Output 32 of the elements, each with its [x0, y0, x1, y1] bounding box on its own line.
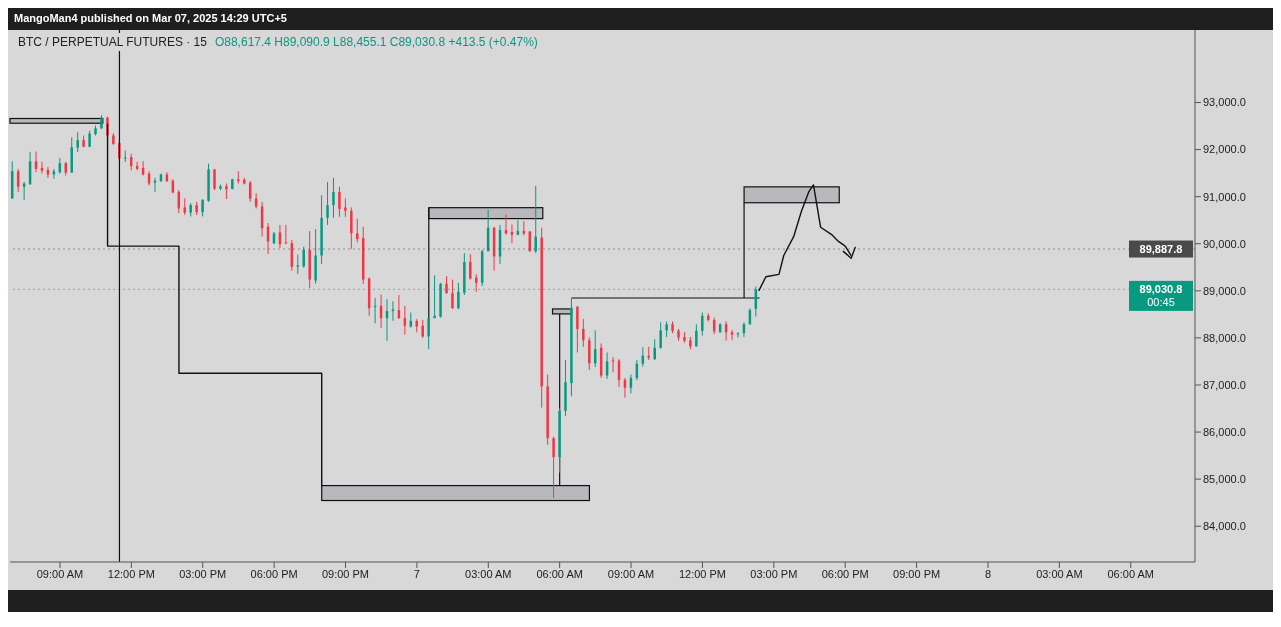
x-tick-label: 03:00 PM	[179, 567, 227, 580]
text: BTC / PERPETUAL FUTURES · 15	[18, 35, 207, 49]
x-tick-label: 12:00 PM	[678, 567, 726, 580]
y-tick-label: 86,000.0	[1203, 425, 1246, 438]
annotation: 00:45	[1147, 296, 1175, 309]
y-tick-label: 92,000.0	[1203, 143, 1246, 156]
y-tick-label: 89,000.0	[1203, 284, 1246, 297]
y-tick-label: 85,000.0	[1203, 473, 1246, 486]
x-tick-label: 06:00 PM	[250, 567, 298, 580]
ref-line-label: 89,030.8	[1139, 283, 1183, 296]
y-tick-label: 91,000.0	[1203, 190, 1246, 203]
y-tick-label: 88,000.0	[1203, 331, 1246, 344]
y-tick-label: 93,000.0	[1203, 96, 1246, 109]
text: O88,617.4 H89,090.9 L88,455.1 C89,030.8 +413.5 (+0.47%)	[214, 35, 538, 49]
x-tick-label: 06:00 PM	[821, 567, 869, 580]
x-tick-label: 09:00 PM	[321, 567, 370, 580]
x-tick-label: 7	[413, 567, 420, 580]
x-tick-label: 09:00 AM	[36, 567, 84, 580]
x-tick-label: 09:00 AM	[607, 567, 655, 580]
x-tick-label: 8	[984, 567, 992, 580]
x-tick-label: 12:00 PM	[107, 567, 155, 580]
y-tick-label: 87,000.0	[1203, 378, 1246, 391]
x-tick-label: 03:00 AM	[465, 567, 512, 580]
x-tick-label: 09:00 PM	[893, 567, 941, 580]
y-tick-label: 90,000.0	[1203, 237, 1246, 250]
x-tick-label: 03:00 PM	[750, 567, 798, 580]
x-tick-label: 06:00 AM	[1107, 567, 1154, 580]
x-tick-label: 06:00 AM	[536, 567, 583, 580]
x-tick-label: 03:00 AM	[1036, 567, 1083, 580]
y-tick-label: 84,000.0	[1203, 520, 1246, 533]
ref-line-label: 89,887.8	[1139, 243, 1183, 256]
text: MangoMan4 published on Mar 07, 2025 14:29 UTC+5	[13, 11, 288, 26]
